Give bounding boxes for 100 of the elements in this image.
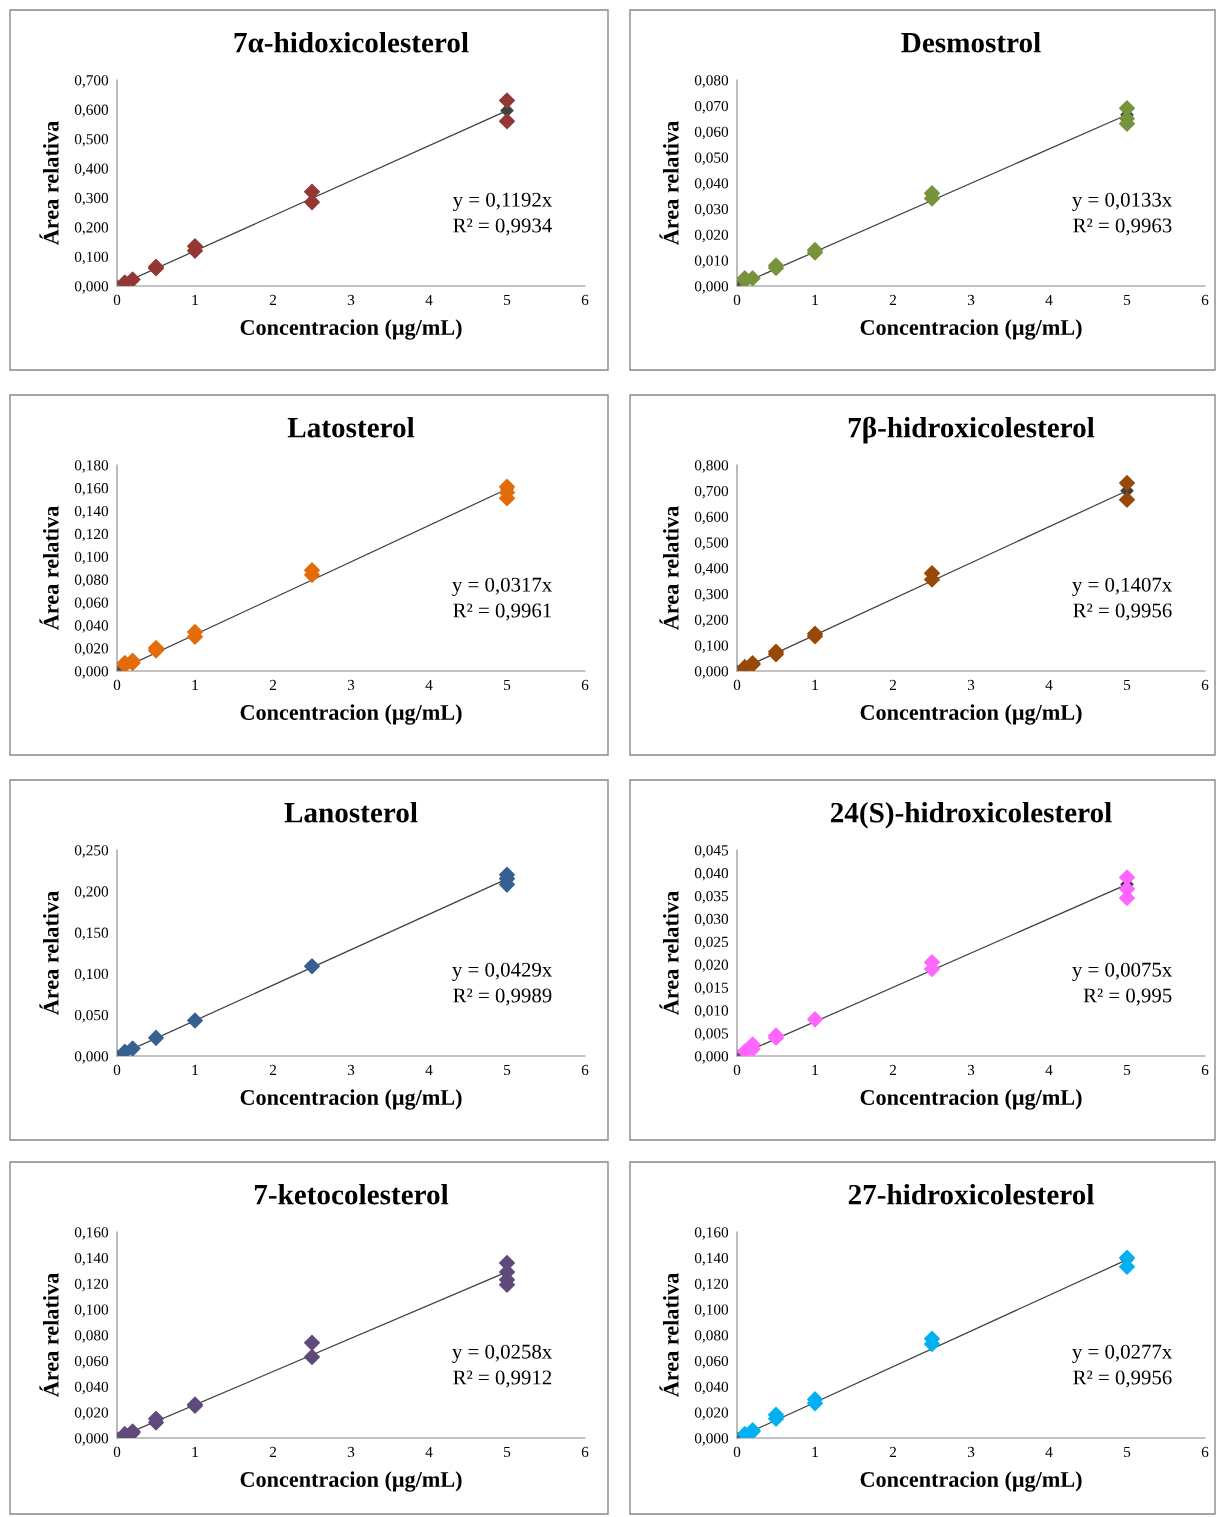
annotation: y = 0,0075x (1072, 962, 1172, 981)
annotation: y = 0,0277x (1072, 1344, 1172, 1363)
chart-title: 27-hidroxicolesterol (848, 1183, 1094, 1205)
annotation: y = 0,0429x (452, 962, 552, 981)
annotation: R² = 0,9956 (1073, 603, 1172, 621)
x-tick-label: 3 (347, 679, 355, 691)
annotation: R² = 0,9934 (453, 218, 552, 236)
x-tick-label: 1 (812, 679, 818, 690)
y-tick-label: 0,120 (694, 1278, 729, 1292)
x-tick-label: 5 (1124, 679, 1131, 691)
x-tick-label: 4 (1045, 294, 1053, 305)
x-tick-label: 0 (113, 1446, 121, 1458)
y-tick-label: 0,300 (694, 588, 729, 602)
x-tick-label: 6 (581, 1446, 589, 1458)
x-tick-label: 6 (1201, 1446, 1209, 1458)
x-axis-title: Concentracion (μg/mL) (240, 1471, 462, 1492)
y-tick-label: 0,700 (694, 485, 729, 499)
x-tick-label: 2 (269, 294, 276, 305)
y-tick-label: 0,160 (74, 483, 109, 496)
x-tick-label: 6 (581, 294, 589, 306)
y-tick-label: 0,120 (74, 1278, 109, 1292)
x-tick-label: 0 (733, 294, 741, 306)
y-tick-label: 0,600 (74, 104, 109, 118)
x-tick-label: 1 (192, 1446, 198, 1457)
x-tick-label: 1 (192, 294, 198, 305)
y-tick-label: 0,040 (694, 1381, 729, 1395)
annotation: y = 0,0133x (1072, 192, 1172, 211)
x-tick-label: 4 (425, 294, 433, 305)
x-tick-label: 1 (812, 294, 818, 305)
x-tick-label: 4 (1045, 1064, 1053, 1075)
x-tick-label: 3 (347, 1064, 355, 1076)
x-tick-label: 6 (1201, 1064, 1209, 1076)
x-tick-label: 0 (733, 1446, 741, 1458)
x-axis-title: Concentracion (μg/mL) (240, 319, 462, 340)
y-tick-label: 0,000 (74, 281, 109, 294)
y-tick-label: 0,020 (694, 1407, 729, 1420)
x-tick-label: 0 (733, 1064, 741, 1076)
x-tick-label: 1 (192, 1064, 198, 1075)
x-tick-label: 1 (812, 1446, 818, 1457)
x-tick-label: 5 (504, 679, 511, 691)
y-tick-label: 0,010 (694, 1005, 729, 1018)
chart-title: 7-ketocolesterol (254, 1183, 449, 1205)
y-tick-label: 0,020 (74, 1407, 109, 1420)
y-tick-label: 0,080 (694, 1330, 729, 1343)
y-tick-label: 0,005 (694, 1028, 729, 1041)
y-tick-label: 0,800 (694, 460, 729, 473)
y-tick-label: 0,000 (694, 666, 729, 679)
y-tick-label: 0,200 (694, 614, 729, 628)
x-tick-label: 4 (1045, 679, 1053, 690)
x-tick-label: 0 (733, 679, 741, 691)
y-axis-title: Área relativa (39, 891, 59, 1016)
y-tick-label: 0,000 (694, 1433, 729, 1446)
annotation: R² = 0,9956 (1073, 1370, 1172, 1388)
x-tick-label: 0 (113, 1064, 121, 1076)
y-axis-title: Área relativa (39, 506, 59, 631)
x-tick-label: 2 (269, 1064, 276, 1075)
y-tick-label: 0,000 (74, 1051, 109, 1064)
y-tick-label: 0,600 (694, 511, 729, 525)
x-axis-title: Concentracion (μg/mL) (240, 1089, 462, 1110)
y-tick-label: 0,000 (694, 281, 729, 294)
y-tick-label: 0,040 (694, 868, 729, 881)
y-tick-label: 0,500 (74, 134, 109, 147)
y-tick-label: 0,200 (74, 222, 109, 235)
y-tick-label: 0,045 (694, 845, 729, 858)
y-axis-title: Área relativa (659, 891, 679, 1016)
x-tick-label: 1 (192, 679, 198, 690)
x-tick-label: 3 (967, 679, 975, 691)
y-tick-label: 0,080 (694, 75, 729, 88)
x-tick-label: 4 (425, 679, 433, 690)
y-tick-label: 0,040 (74, 620, 109, 633)
y-tick-label: 0,040 (74, 1381, 109, 1395)
y-tick-label: 0,100 (74, 251, 109, 265)
x-tick-label: 2 (269, 1446, 276, 1457)
y-axis-title: Área relativa (659, 506, 679, 631)
y-tick-label: 0,300 (74, 192, 109, 206)
annotation: R² = 0,9961 (453, 603, 551, 621)
x-tick-label: 3 (347, 294, 355, 306)
x-axis-title: Concentracion (μg/mL) (240, 704, 462, 725)
y-tick-label: 0,035 (694, 890, 729, 904)
y-tick-label: 0,010 (694, 255, 729, 268)
y-tick-label: 0,015 (694, 982, 729, 995)
chart-title: 7β-hidroxicolesterol (848, 416, 1095, 444)
annotation: y = 0,0258x (452, 1344, 552, 1363)
y-tick-label: 0,020 (694, 229, 729, 243)
x-tick-label: 6 (1201, 679, 1209, 691)
x-tick-label: 3 (967, 1446, 975, 1458)
x-tick-label: 3 (967, 294, 975, 306)
y-axis-title: Área relativa (39, 121, 59, 246)
y-tick-label: 0,040 (694, 178, 729, 191)
x-tick-label: 0 (113, 679, 121, 691)
y-tick-label: 0,000 (74, 1433, 109, 1446)
x-tick-label: 2 (889, 1446, 896, 1457)
x-axis-title: Concentracion (μg/mL) (860, 704, 1082, 725)
y-tick-label: 0,140 (74, 1252, 109, 1266)
annotation: R² = 0,995 (1083, 988, 1172, 1006)
annotation: y = 0,1407x (1072, 577, 1172, 596)
x-axis-title: Concentracion (μg/mL) (860, 1471, 1082, 1492)
y-tick-label: 0,100 (74, 551, 109, 565)
x-tick-label: 4 (425, 1064, 433, 1075)
y-tick-label: 0,030 (694, 203, 729, 217)
